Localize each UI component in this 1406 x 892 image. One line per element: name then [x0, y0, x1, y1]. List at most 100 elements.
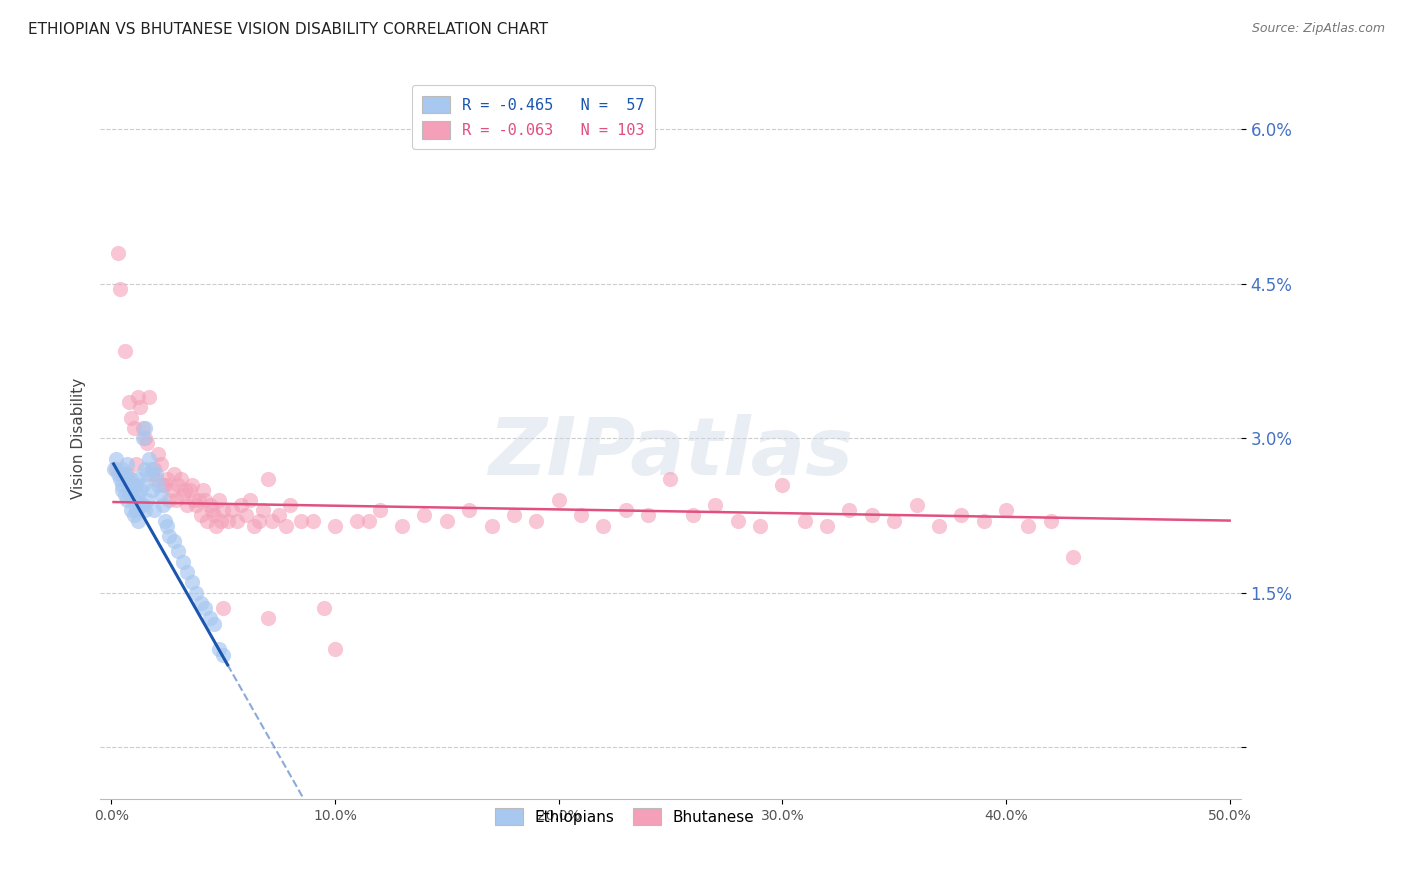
Point — [637, 508, 659, 523]
Point — [129, 498, 152, 512]
Point — [524, 514, 547, 528]
Point — [221, 503, 243, 517]
Point — [111, 483, 134, 497]
Point — [111, 477, 134, 491]
Point — [212, 648, 235, 662]
Point — [274, 518, 297, 533]
Point — [152, 498, 174, 512]
Point — [1017, 518, 1039, 533]
Point — [323, 642, 346, 657]
Point — [212, 503, 235, 517]
Point — [793, 514, 815, 528]
Point — [950, 508, 973, 523]
Point — [136, 467, 159, 482]
Point — [134, 503, 156, 517]
Point — [252, 503, 274, 517]
Point — [163, 467, 186, 482]
Point — [127, 488, 149, 502]
Point — [995, 503, 1018, 517]
Point — [163, 534, 186, 549]
Point — [503, 508, 526, 523]
Point — [413, 508, 436, 523]
Point — [1062, 549, 1084, 564]
Point — [148, 447, 170, 461]
Point — [138, 451, 160, 466]
Point — [118, 477, 141, 491]
Point — [142, 462, 165, 476]
Point — [141, 462, 163, 476]
Point — [208, 493, 231, 508]
Point — [115, 467, 138, 482]
Point — [217, 514, 239, 528]
Point — [312, 601, 335, 615]
Point — [186, 585, 208, 599]
Point — [149, 488, 172, 502]
Point — [110, 472, 132, 486]
Point — [905, 498, 928, 512]
Point — [153, 477, 176, 491]
Point — [176, 498, 198, 512]
Point — [125, 477, 148, 491]
Point — [122, 508, 145, 523]
Point — [169, 472, 191, 486]
Point — [167, 477, 190, 491]
Point — [127, 472, 149, 486]
Point — [134, 421, 156, 435]
Point — [134, 431, 156, 445]
Point — [107, 467, 129, 482]
Point — [225, 514, 247, 528]
Point — [120, 410, 142, 425]
Point — [156, 472, 179, 486]
Point — [107, 245, 129, 260]
Point — [145, 472, 167, 486]
Point — [111, 462, 134, 476]
Point — [138, 390, 160, 404]
Point — [243, 518, 266, 533]
Point — [103, 462, 125, 476]
Point — [257, 611, 280, 625]
Point — [247, 514, 270, 528]
Point — [165, 493, 187, 508]
Point — [129, 483, 152, 497]
Point — [194, 601, 217, 615]
Point — [727, 514, 749, 528]
Point — [290, 514, 312, 528]
Point — [436, 514, 458, 528]
Point — [120, 472, 142, 486]
Point — [614, 503, 637, 517]
Point — [357, 514, 380, 528]
Point — [262, 514, 284, 528]
Point — [125, 457, 148, 471]
Point — [183, 493, 205, 508]
Point — [659, 472, 682, 486]
Text: ETHIOPIAN VS BHUTANESE VISION DISABILITY CORRELATION CHART: ETHIOPIAN VS BHUTANESE VISION DISABILITY… — [28, 22, 548, 37]
Point — [229, 498, 252, 512]
Point — [134, 462, 156, 476]
Text: Source: ZipAtlas.com: Source: ZipAtlas.com — [1251, 22, 1385, 36]
Point — [156, 518, 179, 533]
Point — [122, 493, 145, 508]
Point — [149, 457, 172, 471]
Point — [198, 611, 221, 625]
Point — [120, 503, 142, 517]
Point — [141, 483, 163, 497]
Point — [235, 508, 257, 523]
Point — [176, 565, 198, 579]
Point — [973, 514, 995, 528]
Point — [205, 518, 228, 533]
Point — [131, 421, 153, 435]
Point — [125, 503, 148, 517]
Point — [115, 472, 138, 486]
Point — [114, 467, 136, 482]
Point — [153, 514, 176, 528]
Point — [122, 477, 145, 491]
Point — [569, 508, 592, 523]
Point — [118, 395, 141, 409]
Point — [111, 467, 134, 482]
Point — [860, 508, 883, 523]
Point — [592, 518, 614, 533]
Point — [212, 601, 235, 615]
Point — [136, 493, 159, 508]
Point — [115, 457, 138, 471]
Point — [749, 518, 772, 533]
